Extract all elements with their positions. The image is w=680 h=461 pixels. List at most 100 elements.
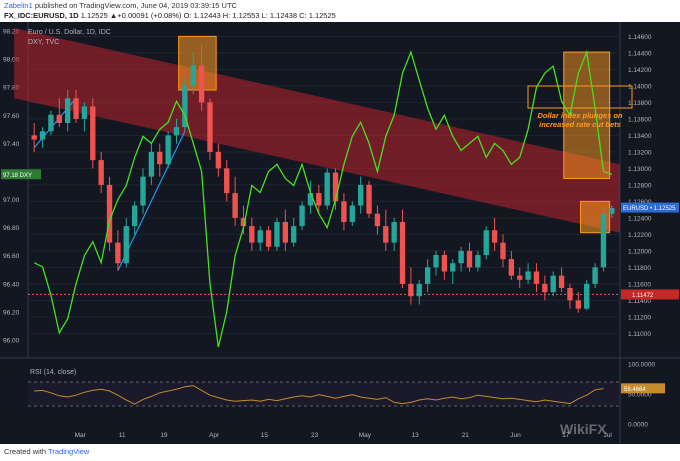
candle-body: [249, 226, 255, 243]
x-axis-tick: 23: [311, 432, 319, 439]
candle-body: [483, 230, 489, 255]
x-axis-tick: 19: [160, 432, 168, 439]
candle-body: [98, 160, 104, 185]
candle-body: [341, 201, 347, 222]
overlay-label: DXY, TVC: [28, 39, 60, 46]
publish-header: Zabelin1 published on TradingView.com, J…: [0, 0, 680, 22]
last-price-value: EURUSD • 1.12525: [623, 206, 676, 212]
candle-body: [257, 230, 263, 243]
candle-body: [232, 193, 238, 218]
author-link[interactable]: Zabelin1: [4, 1, 33, 10]
right-axis-tick: 1.11600: [628, 281, 651, 288]
annotation-text: Dollar index plunges on increased rate c…: [537, 111, 623, 129]
left-axis-tick: 96.80: [3, 225, 20, 232]
candle-body: [525, 271, 531, 280]
candle-body: [600, 213, 607, 268]
candle-body: [73, 98, 79, 119]
candle-body: [48, 114, 54, 132]
right-axis-tick: 1.12200: [628, 232, 652, 239]
x-axis-tick: 11: [119, 432, 126, 439]
chart-svg[interactable]: 1.14600 1.14400 1.14200 1.14000 1.13800 1.136…: [0, 22, 680, 444]
candle-body: [366, 184, 372, 214]
rsi-axis-tick: 100.0000: [628, 362, 655, 369]
highlight-box: [178, 35, 217, 91]
candle-body: [198, 65, 205, 103]
x-axis-tick: 15: [261, 432, 269, 439]
candle-body: [307, 193, 314, 206]
candle-body: [131, 205, 138, 227]
candle-body: [165, 135, 171, 165]
candle-body: [575, 300, 582, 309]
candle-body: [274, 222, 280, 247]
candle-body: [224, 168, 230, 194]
left-axis-tick: 96.40: [3, 281, 20, 288]
quote-values: 1.12525 ▲+0.00091 (+0.08%) O: 1.12443 H:…: [80, 11, 336, 20]
candle-body: [424, 267, 431, 284]
rsi-last-tag: [621, 383, 665, 394]
right-axis-tick: 1.13800: [628, 100, 652, 107]
candle-body: [609, 207, 615, 214]
chart-pane[interactable]: 1.14600 1.14400 1.14200 1.14000 1.13800 1.136…: [0, 22, 680, 444]
candle-body: [399, 222, 406, 284]
right-axis-tick: 1.14000: [628, 83, 652, 90]
right-axis-tick: 1.11400: [628, 298, 651, 305]
candle-body: [542, 283, 548, 293]
publish-info: published on TradingView.com, June 04, 2…: [34, 1, 237, 10]
right-axis-tick: 1.13600: [628, 116, 652, 123]
right-axis-tick: 1.12800: [628, 182, 652, 189]
trendline-2: [117, 130, 186, 271]
candle-body: [215, 151, 222, 169]
dxy-last-value: 97.18 DXY: [3, 173, 32, 179]
candle-body: [39, 131, 46, 140]
candle-body: [357, 184, 364, 206]
symbol-line: FX_IDC:EURUSD, 1D 1.12525 ▲+0.00091 (+0.…: [4, 11, 336, 20]
x-axis-tick: Mar: [75, 432, 87, 439]
candle-body: [190, 65, 196, 86]
publish-line: Zabelin1 published on TradingView.com, J…: [4, 1, 237, 10]
tradingview-logo-link[interactable]: TradingView: [48, 447, 90, 456]
candle-body: [458, 250, 464, 264]
x-axis-tick: 21: [462, 432, 470, 439]
candle-body: [207, 102, 213, 152]
left-axis-tick: 96.00: [3, 337, 20, 344]
rsi-line: [34, 385, 604, 405]
candle-body: [173, 127, 180, 136]
x-axis-tick: 17: [562, 432, 570, 439]
candle-body: [282, 222, 289, 243]
x-axis-tick: Apr: [209, 432, 220, 439]
rsi-band: [28, 382, 620, 406]
rsi-axis-tick: 0.0000: [628, 422, 648, 429]
right-axis-tick: 1.14400: [628, 50, 652, 57]
candle-body: [31, 135, 37, 140]
right-axis-tick: 1.12600: [628, 199, 652, 206]
candle-body: [182, 85, 188, 128]
right-axis-tick: 1.11000: [628, 331, 651, 338]
footer: Created with TradingView: [0, 444, 680, 461]
candle-body: [115, 242, 121, 264]
right-axis-tick: 1.11800: [628, 265, 651, 272]
candle-body: [433, 255, 439, 268]
x-axis-tick: 13: [411, 432, 419, 439]
wikifx-watermark: WikiFX: [560, 421, 607, 437]
candle-body: [64, 98, 71, 123]
candle-body: [240, 217, 247, 227]
right-axis-tick: 1.11200: [628, 314, 651, 321]
x-axis-tick: May: [359, 432, 372, 439]
right-axis-tick: 1.13400: [628, 133, 652, 140]
right-axis-tick: 1.13000: [628, 166, 652, 173]
candle-body: [592, 267, 598, 284]
right-axis-tick: 1.14200: [628, 67, 652, 74]
candle-body: [558, 275, 565, 288]
created-with-text: Created with: [4, 447, 47, 456]
candle-body: [316, 193, 322, 206]
candle-body: [56, 114, 62, 123]
candle-body: [408, 283, 414, 297]
left-axis-tick: 97.60: [3, 113, 20, 120]
candle-body: [106, 184, 113, 243]
candle-body: [441, 255, 448, 272]
dxy-line: [33, 49, 613, 348]
left-axis-tick: 97.00: [3, 197, 20, 204]
rsi-label: RSI (14, close): [30, 369, 77, 376]
candle-body: [508, 259, 515, 276]
candle-body: [291, 226, 297, 243]
